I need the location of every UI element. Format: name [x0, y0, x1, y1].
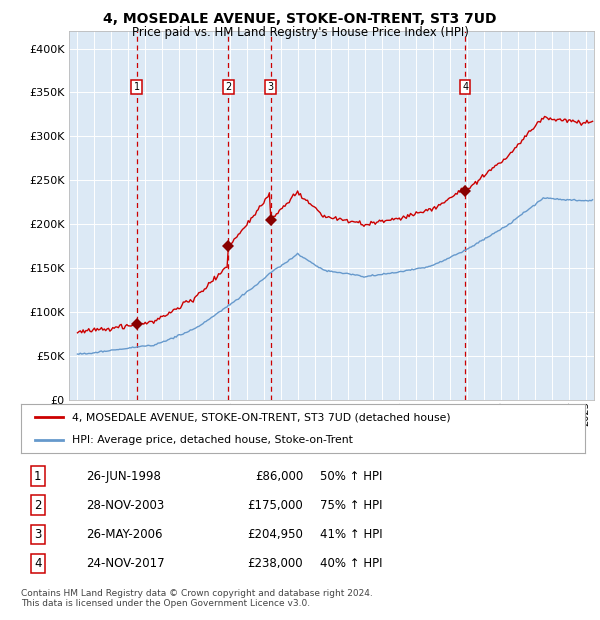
Text: £204,950: £204,950 [247, 528, 303, 541]
Text: 4, MOSEDALE AVENUE, STOKE-ON-TRENT, ST3 7UD: 4, MOSEDALE AVENUE, STOKE-ON-TRENT, ST3 … [103, 12, 497, 27]
Text: 75% ↑ HPI: 75% ↑ HPI [320, 498, 382, 511]
Text: £86,000: £86,000 [255, 469, 303, 482]
Text: 26-MAY-2006: 26-MAY-2006 [86, 528, 163, 541]
Text: 1: 1 [134, 82, 140, 92]
Text: 3: 3 [268, 82, 274, 92]
Text: Price paid vs. HM Land Registry's House Price Index (HPI): Price paid vs. HM Land Registry's House … [131, 26, 469, 39]
Text: £238,000: £238,000 [247, 557, 303, 570]
Text: 50% ↑ HPI: 50% ↑ HPI [320, 469, 382, 482]
Text: Contains HM Land Registry data © Crown copyright and database right 2024.
This d: Contains HM Land Registry data © Crown c… [21, 589, 373, 608]
Text: 1: 1 [34, 469, 41, 482]
Text: 24-NOV-2017: 24-NOV-2017 [86, 557, 164, 570]
Text: 41% ↑ HPI: 41% ↑ HPI [320, 528, 383, 541]
Text: 4: 4 [34, 557, 41, 570]
Text: 4: 4 [462, 82, 469, 92]
Text: 26-JUN-1998: 26-JUN-1998 [86, 469, 161, 482]
Text: 3: 3 [34, 528, 41, 541]
Text: 4, MOSEDALE AVENUE, STOKE-ON-TRENT, ST3 7UD (detached house): 4, MOSEDALE AVENUE, STOKE-ON-TRENT, ST3 … [72, 412, 451, 422]
Text: 2: 2 [225, 82, 232, 92]
Text: £175,000: £175,000 [247, 498, 303, 511]
Text: HPI: Average price, detached house, Stoke-on-Trent: HPI: Average price, detached house, Stok… [72, 435, 353, 445]
Text: 40% ↑ HPI: 40% ↑ HPI [320, 557, 382, 570]
Text: 28-NOV-2003: 28-NOV-2003 [86, 498, 164, 511]
Text: 2: 2 [34, 498, 41, 511]
